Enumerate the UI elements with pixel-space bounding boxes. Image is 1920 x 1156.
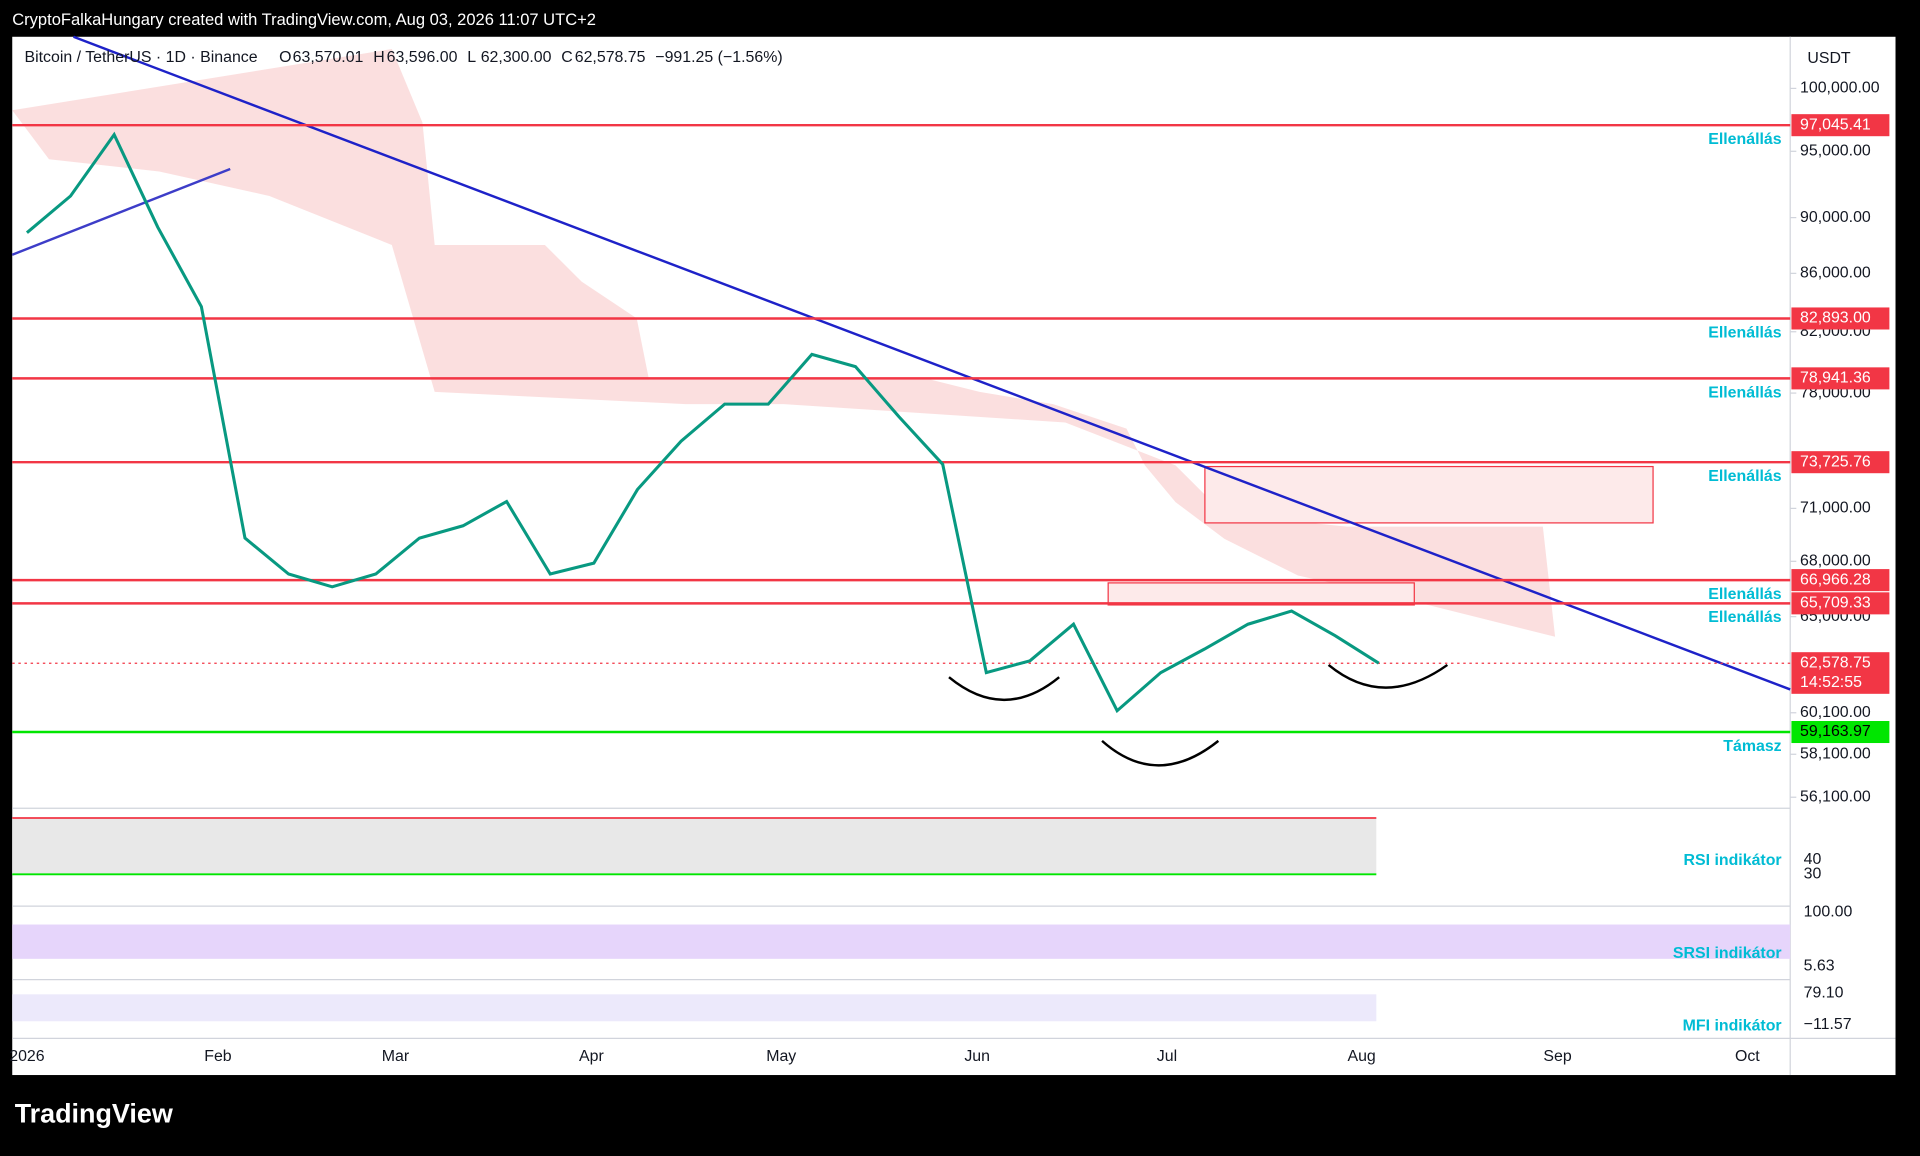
- x-tick-label: Mar: [382, 1048, 410, 1065]
- x-tick-label: Aug: [1347, 1048, 1375, 1065]
- y-tick-label: 95,000.00: [1800, 143, 1871, 160]
- y-tick-label: 90,000.00: [1800, 209, 1871, 226]
- level-label: 66,966.28: [1800, 571, 1871, 588]
- indicator-label: 5.63: [1804, 957, 1835, 974]
- legend-label: C: [561, 49, 573, 66]
- pattern-arc: [1101, 739, 1220, 767]
- level-label: 97,045.41: [1800, 116, 1871, 133]
- legend-label: L: [467, 49, 476, 66]
- level-name: Ellenállás: [1708, 609, 1782, 626]
- level-label: 82,893.00: [1800, 310, 1871, 327]
- y-tick-label: 60,100.00: [1800, 704, 1871, 721]
- legend-value: 62,578.75: [575, 49, 646, 66]
- current-price-tag: [1791, 652, 1890, 694]
- level-tag: [1791, 720, 1890, 744]
- indicator-label: 100.00: [1804, 903, 1853, 920]
- trend-line: [11, 167, 231, 256]
- level-name: Ellenállás: [1708, 384, 1782, 401]
- footer: [0, 1075, 1920, 1156]
- indicator-label: −11.57: [1804, 1016, 1852, 1033]
- legend-value: 63,570.01: [293, 49, 364, 66]
- legend-symbol: Bitcoin / TetherUS · 1D · Binance: [24, 49, 257, 66]
- currency: USDT: [1807, 50, 1851, 67]
- y-tick-label: 86,000.00: [1800, 265, 1871, 282]
- level-tag: [1791, 307, 1890, 330]
- y-tick-label: 58,100.00: [1800, 745, 1871, 762]
- pattern-arc: [1327, 663, 1449, 689]
- legend-change: −991.25 (−1.56%): [655, 49, 782, 66]
- indicator-name: SRSI indikátor: [1673, 945, 1782, 962]
- x-tick-label: Jun: [964, 1048, 990, 1065]
- indicator-label: 40: [1804, 851, 1822, 868]
- level-tag: [1791, 451, 1890, 474]
- level-name: Ellenállás: [1708, 468, 1782, 485]
- y-tick-label: 56,100.00: [1800, 788, 1871, 805]
- rsi-band: [12, 818, 1377, 875]
- x-tick-label: Feb: [204, 1048, 232, 1065]
- level-tag: [1791, 114, 1890, 137]
- indicator-name: MFI indikátor: [1683, 1017, 1782, 1034]
- x-tick-label: Oct: [1735, 1048, 1760, 1065]
- level-name: Ellenállás: [1708, 131, 1782, 148]
- current-price-label: 62,578.75: [1800, 654, 1871, 671]
- mfi-band: [12, 994, 1377, 1022]
- level-name: Ellenállás: [1708, 324, 1782, 341]
- countdown: 14:52:55: [1800, 674, 1862, 691]
- level-label: 73,725.76: [1800, 453, 1871, 470]
- y-tick-label: 71,000.00: [1800, 500, 1871, 517]
- x-tick-label: Apr: [579, 1048, 604, 1065]
- level-name: Támasz: [1723, 738, 1781, 755]
- indicator-label: 30: [1804, 866, 1822, 883]
- srsi-band: [12, 924, 1791, 959]
- indicator-label: 79.10: [1804, 984, 1844, 1001]
- zone-box: [1204, 465, 1654, 524]
- level-tag: [1791, 367, 1890, 390]
- footer-logo: TradingView: [15, 1099, 173, 1129]
- y-tick-label: 68,000.00: [1800, 553, 1871, 570]
- level-label: 65,709.33: [1800, 595, 1871, 612]
- legend-label: O: [279, 49, 291, 66]
- x-tick-label: 2026: [9, 1048, 45, 1065]
- legend-value: 63,596.00: [387, 49, 458, 66]
- level-tag: [1791, 569, 1890, 592]
- cloud: [12, 49, 1556, 637]
- zone-box: [1107, 582, 1415, 606]
- price-line: [25, 131, 1380, 714]
- level-label: 59,163.97: [1800, 723, 1871, 740]
- pattern-arc: [948, 676, 1060, 702]
- level-label: 78,941.36: [1800, 370, 1871, 387]
- indicator-name: RSI indikátor: [1684, 852, 1782, 869]
- x-tick-label: Sep: [1543, 1048, 1571, 1065]
- x-tick-label: May: [766, 1048, 796, 1065]
- x-tick-label: Jul: [1157, 1048, 1177, 1065]
- level-tag: [1791, 592, 1890, 615]
- legend-value: 62,300.00: [481, 49, 552, 66]
- level-name: Ellenállás: [1708, 586, 1782, 603]
- legend-label: H: [373, 49, 385, 66]
- y-tick-label: 100,000.00: [1800, 80, 1880, 97]
- header-text: CryptoFalkaHungary created with TradingV…: [12, 10, 596, 29]
